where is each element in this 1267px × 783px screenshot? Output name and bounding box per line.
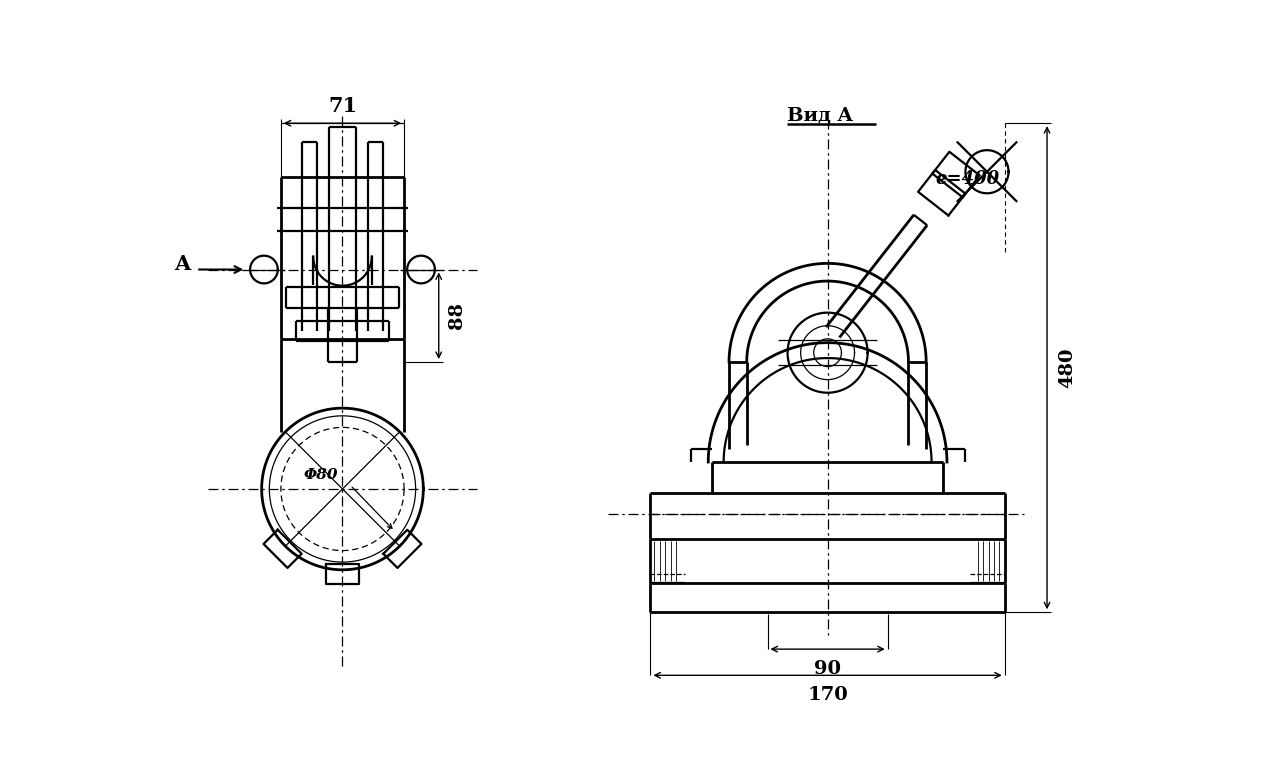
- Text: 480: 480: [1059, 348, 1077, 388]
- Text: A: A: [175, 254, 191, 274]
- Text: 71: 71: [328, 96, 357, 116]
- Text: 88: 88: [449, 302, 466, 329]
- Text: Вид A: Вид A: [787, 106, 853, 124]
- Text: e=400: e=400: [935, 171, 1000, 189]
- Text: 90: 90: [815, 660, 841, 678]
- Text: 170: 170: [807, 686, 848, 704]
- Text: Φ80: Φ80: [304, 468, 338, 482]
